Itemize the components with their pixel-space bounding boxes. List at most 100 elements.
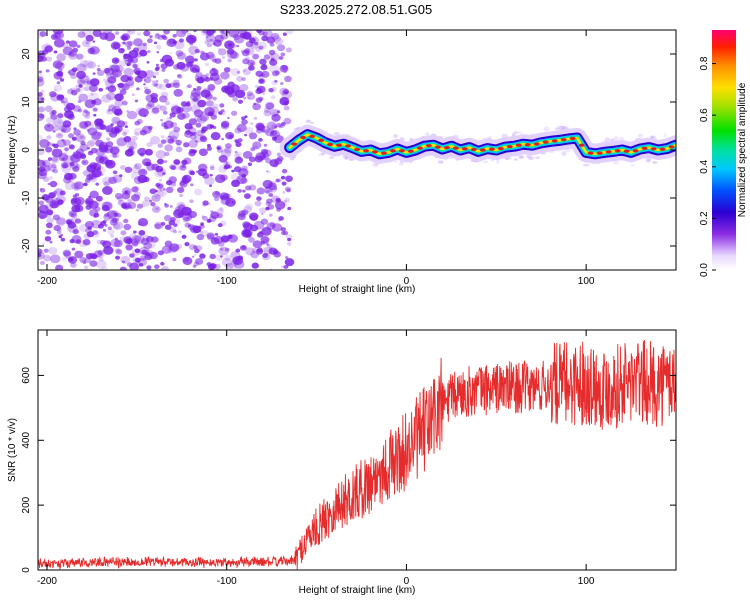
noise-dot: [137, 220, 144, 226]
noise-dot: [268, 87, 274, 93]
noise-dot: [134, 163, 142, 170]
noise-dot: [58, 94, 65, 99]
noise-dot: [196, 233, 205, 241]
noise-dot: [97, 223, 104, 229]
noise-dot: [83, 109, 88, 113]
noise-dot: [173, 223, 178, 227]
noise-dot: [243, 96, 247, 100]
noise-dot: [74, 218, 82, 224]
noise-dot: [119, 174, 123, 178]
noise-dot: [207, 263, 216, 270]
track-halo-dot: [554, 128, 561, 131]
noise-dot: [77, 31, 86, 38]
noise-dot: [230, 68, 240, 76]
noise-dot: [138, 262, 144, 267]
noise-dot: [148, 202, 153, 206]
noise-dot: [196, 115, 207, 124]
top-y-tick-label: 0: [21, 147, 32, 153]
noise-dot: [109, 152, 117, 159]
noise-dot: [151, 80, 156, 83]
track-core-mark: [309, 134, 316, 138]
noise-dot: [268, 245, 273, 249]
noise-dot: [71, 136, 77, 141]
noise-dot: [281, 181, 287, 186]
noise-dot: [284, 197, 291, 203]
noise-dot: [71, 67, 78, 72]
noise-dot: [95, 182, 100, 186]
noise-dot: [197, 77, 205, 84]
noise-dot: [55, 61, 65, 70]
noise-dot: [106, 92, 116, 101]
noise-dot: [199, 52, 210, 61]
track-halo-dot: [437, 160, 444, 164]
noise-dot: [278, 124, 283, 129]
colorbar-tick-label: 0.8: [699, 56, 710, 70]
noise-dot: [127, 82, 135, 89]
noise-dot: [123, 218, 129, 224]
noise-dot: [279, 97, 290, 106]
noise-dot: [41, 242, 45, 246]
noise-dot: [278, 56, 284, 60]
noise-dot: [76, 63, 87, 73]
noise-dot: [229, 51, 239, 59]
track-core-mark: [578, 143, 585, 147]
noise-dot: [254, 200, 262, 207]
noise-dot: [212, 103, 219, 109]
colorbar-tick-label: 0.2: [699, 211, 710, 225]
noise-dot: [40, 97, 45, 101]
noise-dot: [106, 108, 113, 115]
noise-dot: [73, 129, 81, 136]
noise-dot: [151, 205, 161, 213]
noise-dot: [130, 171, 141, 180]
track-core-mark: [407, 149, 414, 153]
noise-dot: [280, 265, 285, 269]
noise-dot: [231, 169, 235, 173]
track-core-mark: [551, 139, 558, 143]
noise-dot: [52, 117, 64, 127]
noise-dot: [143, 30, 151, 37]
noise-dot: [144, 253, 153, 261]
noise-dot: [104, 159, 113, 167]
noise-dot: [146, 265, 152, 270]
noise-dot: [99, 124, 107, 130]
noise-dot: [286, 188, 291, 193]
noise-dot: [265, 170, 269, 173]
noise-dot: [67, 113, 75, 120]
noise-dot: [126, 110, 138, 120]
noise-dot: [108, 104, 117, 112]
noise-dot: [118, 47, 125, 54]
noise-dot: [73, 181, 84, 190]
noise-dot: [102, 219, 107, 224]
noise-dot: [282, 203, 287, 207]
noise-dot: [176, 30, 187, 38]
noise-dot: [123, 67, 134, 77]
noise-dot: [83, 182, 88, 187]
noise-dot: [141, 200, 150, 207]
noise-dot: [62, 155, 74, 164]
noise-dot: [189, 126, 194, 130]
noise-dot: [209, 173, 213, 177]
noise-dot: [70, 198, 78, 204]
noise-dot: [38, 70, 42, 74]
track-core-mark: [371, 150, 378, 154]
noise-dot: [155, 80, 159, 83]
noise-dot: [266, 222, 276, 230]
noise-dot: [75, 133, 86, 143]
noise-dot: [112, 153, 118, 158]
noise-dot: [134, 164, 138, 167]
noise-dot: [284, 75, 292, 83]
noise-dot: [112, 170, 118, 175]
noise-dot: [95, 139, 104, 147]
noise-dot: [89, 208, 99, 217]
noise-dot: [198, 148, 208, 157]
noise-dot: [269, 213, 273, 217]
noise-dot: [179, 164, 187, 171]
noise-dot: [113, 223, 121, 230]
noise-dot: [272, 163, 279, 168]
noise-dot: [195, 68, 200, 73]
noise-dot: [159, 189, 163, 192]
noise-dot: [225, 202, 229, 206]
noise-dot: [86, 174, 94, 181]
noise-dot: [144, 148, 153, 156]
noise-dot: [76, 44, 81, 49]
